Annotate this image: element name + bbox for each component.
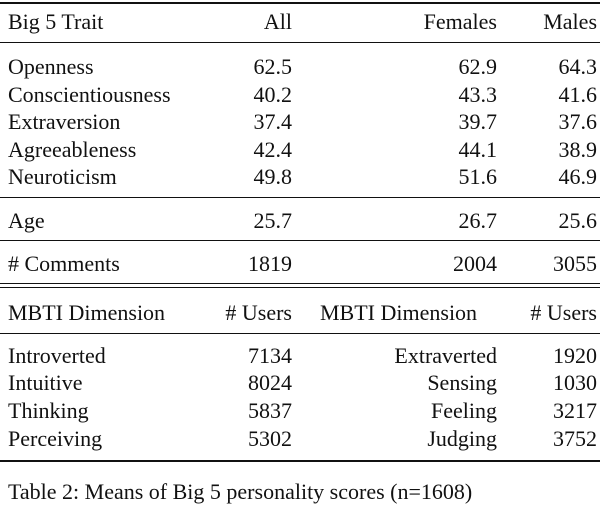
row-label: Feeling — [431, 398, 497, 423]
column-header: Females — [423, 9, 497, 34]
cell-value: 3055 — [553, 251, 597, 276]
cell-value: 2004 — [453, 251, 497, 276]
rule — [0, 287, 600, 288]
cell-value: 64.3 — [558, 54, 598, 79]
cell-value: 42.4 — [253, 137, 293, 162]
row-label: Sensing — [427, 370, 497, 395]
column-header: MBTI Dimension — [320, 300, 478, 325]
cell-value: 3752 — [553, 426, 597, 451]
column-header: # Users — [530, 300, 597, 325]
cell-value: 25.7 — [253, 208, 293, 233]
cell-value: 1920 — [553, 343, 597, 368]
cell-value: 38.9 — [558, 137, 598, 162]
cell-value: 5837 — [248, 398, 292, 423]
cell-value: 41.6 — [558, 82, 598, 107]
cell-value: 44.1 — [458, 137, 498, 162]
row-label: Conscientiousness — [8, 82, 171, 107]
row-label: Age — [8, 208, 45, 233]
cell-value: 62.5 — [253, 54, 293, 79]
cell-value: 46.9 — [558, 164, 598, 189]
row-label: Judging — [427, 426, 497, 451]
rule — [0, 283, 600, 284]
row-label: Neuroticism — [8, 164, 117, 189]
bottom-rule — [0, 460, 600, 462]
cell-value: 39.7 — [458, 109, 498, 134]
cell-value: 5302 — [248, 426, 292, 451]
cell-value: 43.3 — [458, 82, 498, 107]
cell-value: 49.8 — [253, 164, 293, 189]
rule — [0, 42, 600, 43]
row-label: Perceiving — [8, 426, 103, 451]
cell-value: 51.6 — [458, 164, 498, 189]
row-label: Extraverted — [394, 343, 497, 368]
row-label: Intuitive — [8, 370, 83, 395]
cell-value: 7134 — [248, 343, 292, 368]
row-label: Introverted — [8, 343, 106, 368]
cell-value: 37.6 — [558, 109, 598, 134]
row-label: Extraversion — [8, 109, 121, 134]
cell-value: 1819 — [248, 251, 292, 276]
row-label: Thinking — [8, 398, 89, 423]
cell-value: 40.2 — [253, 82, 293, 107]
cell-value: 26.7 — [458, 208, 498, 233]
cell-value: 25.6 — [558, 208, 598, 233]
cell-value: 8024 — [248, 370, 292, 395]
rule — [0, 197, 600, 198]
column-header: Males — [543, 9, 597, 34]
caption: Table 2: Means of Big 5 personality scor… — [8, 479, 473, 504]
row-label: # Comments — [8, 251, 120, 276]
cell-value: 1030 — [553, 370, 597, 395]
cell-value: 3217 — [553, 398, 597, 423]
column-header: All — [263, 9, 292, 34]
cell-value: 37.4 — [253, 109, 293, 134]
column-header: Big 5 Trait — [8, 9, 104, 34]
column-header: MBTI Dimension — [8, 300, 166, 325]
rule — [0, 333, 600, 334]
cell-value: 62.9 — [458, 54, 498, 79]
row-label: Agreeableness — [8, 137, 137, 162]
top-rule — [0, 2, 600, 4]
column-header: # Users — [225, 300, 292, 325]
row-label: Openness — [8, 54, 94, 79]
rule — [0, 240, 600, 241]
